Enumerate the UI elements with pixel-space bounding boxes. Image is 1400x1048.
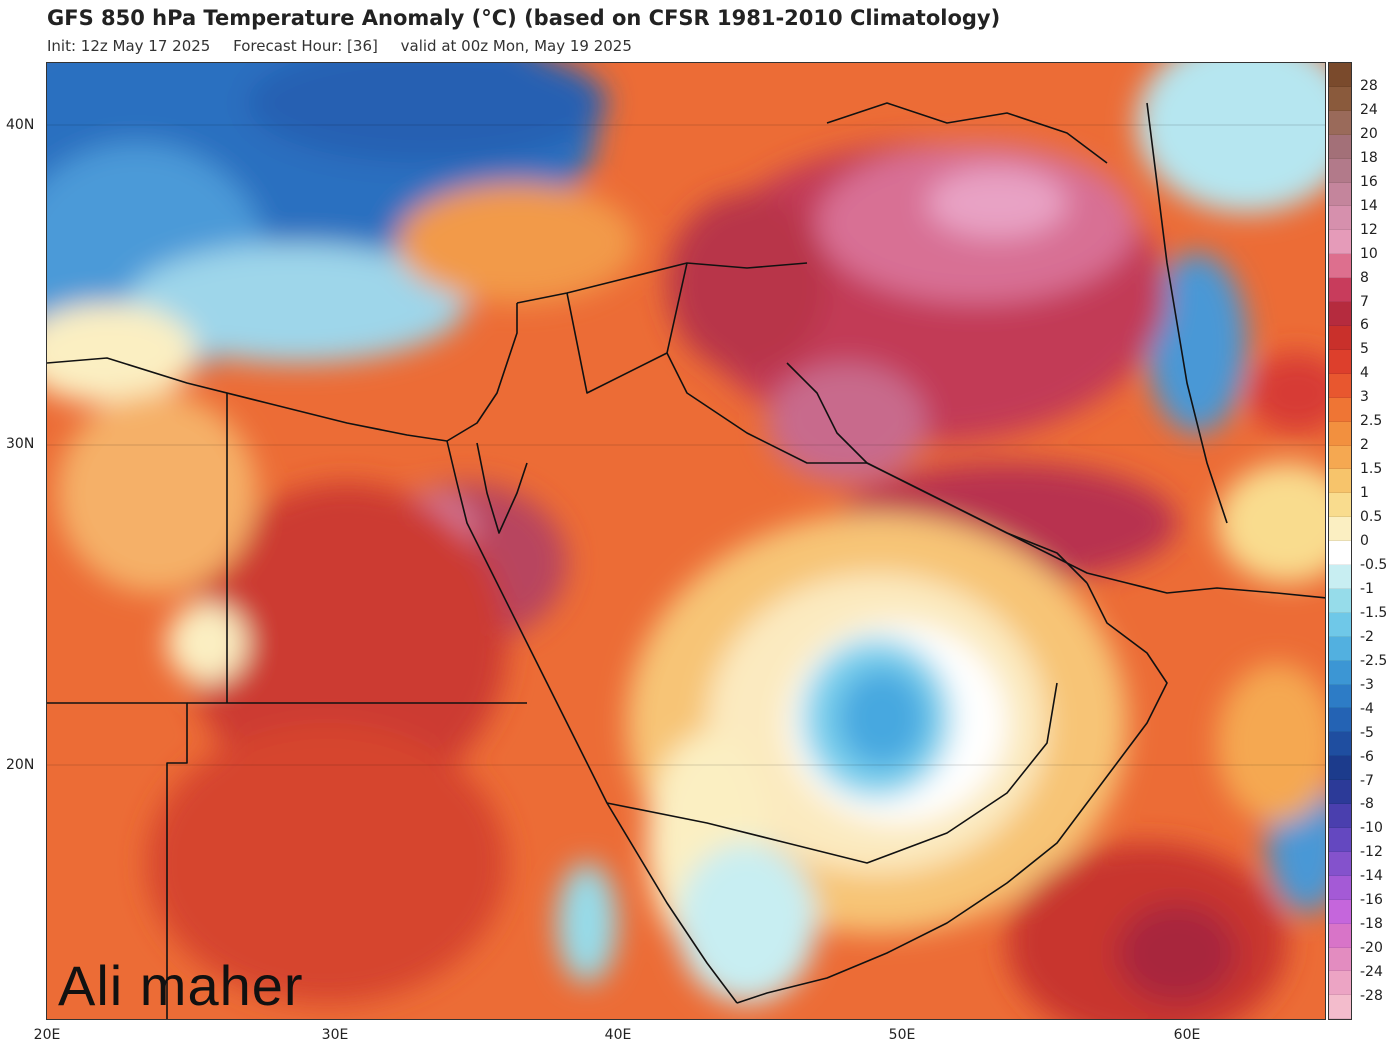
colorbar-label: 1.5 xyxy=(1360,461,1383,478)
colorbar-segment xyxy=(1329,756,1351,781)
colorbar-segment xyxy=(1329,110,1351,135)
map-subtitle: Init: 12z May 17 2025 Forecast Hour: [36… xyxy=(47,37,650,55)
colorbar-segment xyxy=(1329,899,1351,924)
colorbar-label: -12 xyxy=(1360,844,1383,861)
colorbar-label: -0.5 xyxy=(1360,556,1388,573)
colorbar-label: -4 xyxy=(1360,700,1374,717)
colorbar-segment xyxy=(1329,612,1351,637)
colorbar-segment xyxy=(1329,660,1351,685)
colorbar-label: 4 xyxy=(1360,365,1369,382)
colorbar-segment xyxy=(1329,708,1351,733)
colorbar-label: 14 xyxy=(1360,197,1378,214)
lat-label-20n: 20N xyxy=(6,757,35,773)
colorbar-segment xyxy=(1329,588,1351,613)
colorbar-label: -5 xyxy=(1360,724,1374,741)
colorbar xyxy=(1328,62,1352,1020)
watermark-text: Ali maher xyxy=(58,954,304,1017)
colorbar-label: -2.5 xyxy=(1360,652,1388,669)
colorbar-segment xyxy=(1329,995,1351,1020)
forecast-hour: Forecast Hour: [36] xyxy=(233,37,378,55)
colorbar-segment xyxy=(1329,541,1351,566)
colorbar-segment xyxy=(1329,780,1351,805)
colorbar-label: -16 xyxy=(1360,892,1383,909)
lon-label-50e: 50E xyxy=(888,1027,916,1043)
colorbar-segment xyxy=(1329,493,1351,518)
colorbar-segment xyxy=(1329,565,1351,589)
colorbar-label: -2 xyxy=(1360,628,1374,645)
colorbar-label: 5 xyxy=(1360,341,1369,358)
colorbar-label: -7 xyxy=(1360,772,1374,789)
colorbar-labels: 28 24 20 18 16 14 12 10 8 7 6 5 4 3 2.5 2 1.5 1 0.5 0 -0.5 -1… xyxy=(1357,62,1399,1020)
colorbar-segment xyxy=(1329,158,1351,183)
colorbar-segment xyxy=(1329,63,1351,87)
colorbar-label: 6 xyxy=(1360,317,1369,334)
colorbar-segment xyxy=(1329,804,1351,828)
colorbar-label: 20 xyxy=(1360,125,1378,142)
colorbar-label: 7 xyxy=(1360,293,1369,310)
colorbar-segment xyxy=(1329,732,1351,757)
colorbar-segment xyxy=(1329,923,1351,948)
colorbar-label: 12 xyxy=(1360,221,1378,238)
lat-label-40n: 40N xyxy=(6,117,35,133)
colorbar-segment xyxy=(1329,325,1351,350)
colorbar-label: -18 xyxy=(1360,916,1383,933)
colorbar-label: -6 xyxy=(1360,748,1374,765)
colorbar-label: 24 xyxy=(1360,101,1378,118)
colorbar-segment xyxy=(1329,517,1351,542)
colorbar-label: 0.5 xyxy=(1360,509,1383,526)
lon-label-30e: 30E xyxy=(321,1027,349,1043)
colorbar-segment xyxy=(1329,349,1351,374)
colorbar-label: -1 xyxy=(1360,580,1374,597)
colorbar-label: 28 xyxy=(1360,77,1378,94)
colorbar-segment xyxy=(1329,278,1351,303)
colorbar-label: 2 xyxy=(1360,437,1369,454)
colorbar-segment xyxy=(1329,851,1351,876)
colorbar-segment xyxy=(1329,421,1351,446)
lon-label-20e: 20E xyxy=(33,1027,61,1043)
colorbar-segment xyxy=(1329,302,1351,326)
colorbar-label: 16 xyxy=(1360,173,1378,190)
colorbar-segment xyxy=(1329,828,1351,852)
colorbar-label: 3 xyxy=(1360,389,1369,406)
colorbar-label: -10 xyxy=(1360,820,1383,837)
colorbar-label: -1.5 xyxy=(1360,604,1388,621)
colorbar-segment xyxy=(1329,397,1351,422)
colorbar-segment xyxy=(1329,182,1351,207)
colorbar-segment xyxy=(1329,373,1351,398)
colorbar-segment xyxy=(1329,254,1351,279)
colorbar-segment xyxy=(1329,134,1351,159)
colorbar-label: -14 xyxy=(1360,868,1383,885)
init-time: Init: 12z May 17 2025 xyxy=(47,37,211,55)
lon-label-40e: 40E xyxy=(604,1027,632,1043)
colorbar-segment xyxy=(1329,86,1351,111)
colorbar-segment xyxy=(1329,230,1351,255)
anomaly-map xyxy=(46,62,1326,1020)
colorbar-segment xyxy=(1329,636,1351,661)
colorbar-segment xyxy=(1329,875,1351,900)
map-title: GFS 850 hPa Temperature Anomaly (°C) (ba… xyxy=(47,6,1001,30)
colorbar-label: 10 xyxy=(1360,245,1378,262)
colorbar-label: -3 xyxy=(1360,676,1374,693)
colorbar-label: -24 xyxy=(1360,964,1383,981)
colorbar-label: -28 xyxy=(1360,988,1383,1005)
colorbar-segment xyxy=(1329,947,1351,972)
valid-time: valid at 00z Mon, May 19 2025 xyxy=(400,37,632,55)
lat-label-30n: 30N xyxy=(6,436,35,452)
lon-label-60e: 60E xyxy=(1173,1027,1201,1043)
colorbar-label: -8 xyxy=(1360,796,1374,813)
colorbar-label: 0 xyxy=(1360,533,1369,549)
colorbar-label: 18 xyxy=(1360,149,1378,166)
colorbar-segment xyxy=(1329,206,1351,231)
colorbar-segment xyxy=(1329,684,1351,709)
colorbar-label: 2.5 xyxy=(1360,413,1383,430)
colorbar-segment xyxy=(1329,445,1351,470)
colorbar-segment xyxy=(1329,469,1351,494)
colorbar-label: -20 xyxy=(1360,940,1383,957)
colorbar-label: 1 xyxy=(1360,485,1369,502)
colorbar-label: 8 xyxy=(1360,269,1369,286)
colorbar-segment xyxy=(1329,971,1351,996)
